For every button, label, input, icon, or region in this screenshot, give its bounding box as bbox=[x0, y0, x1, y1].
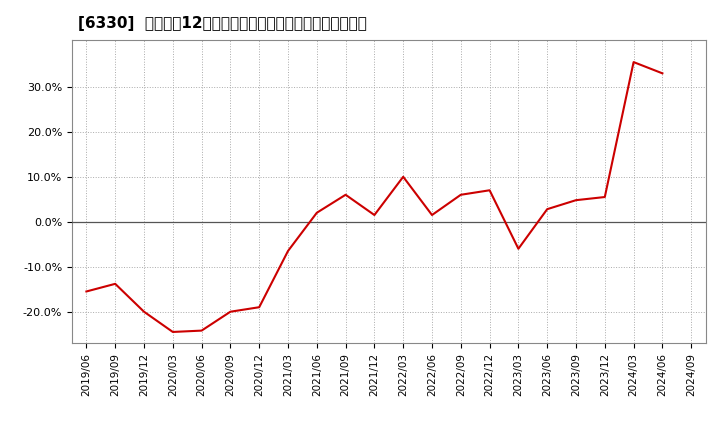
Text: [6330]  売上高の12か月移動合計の対前年同期増減率の推移: [6330] 売上高の12か月移動合計の対前年同期増減率の推移 bbox=[78, 16, 367, 32]
